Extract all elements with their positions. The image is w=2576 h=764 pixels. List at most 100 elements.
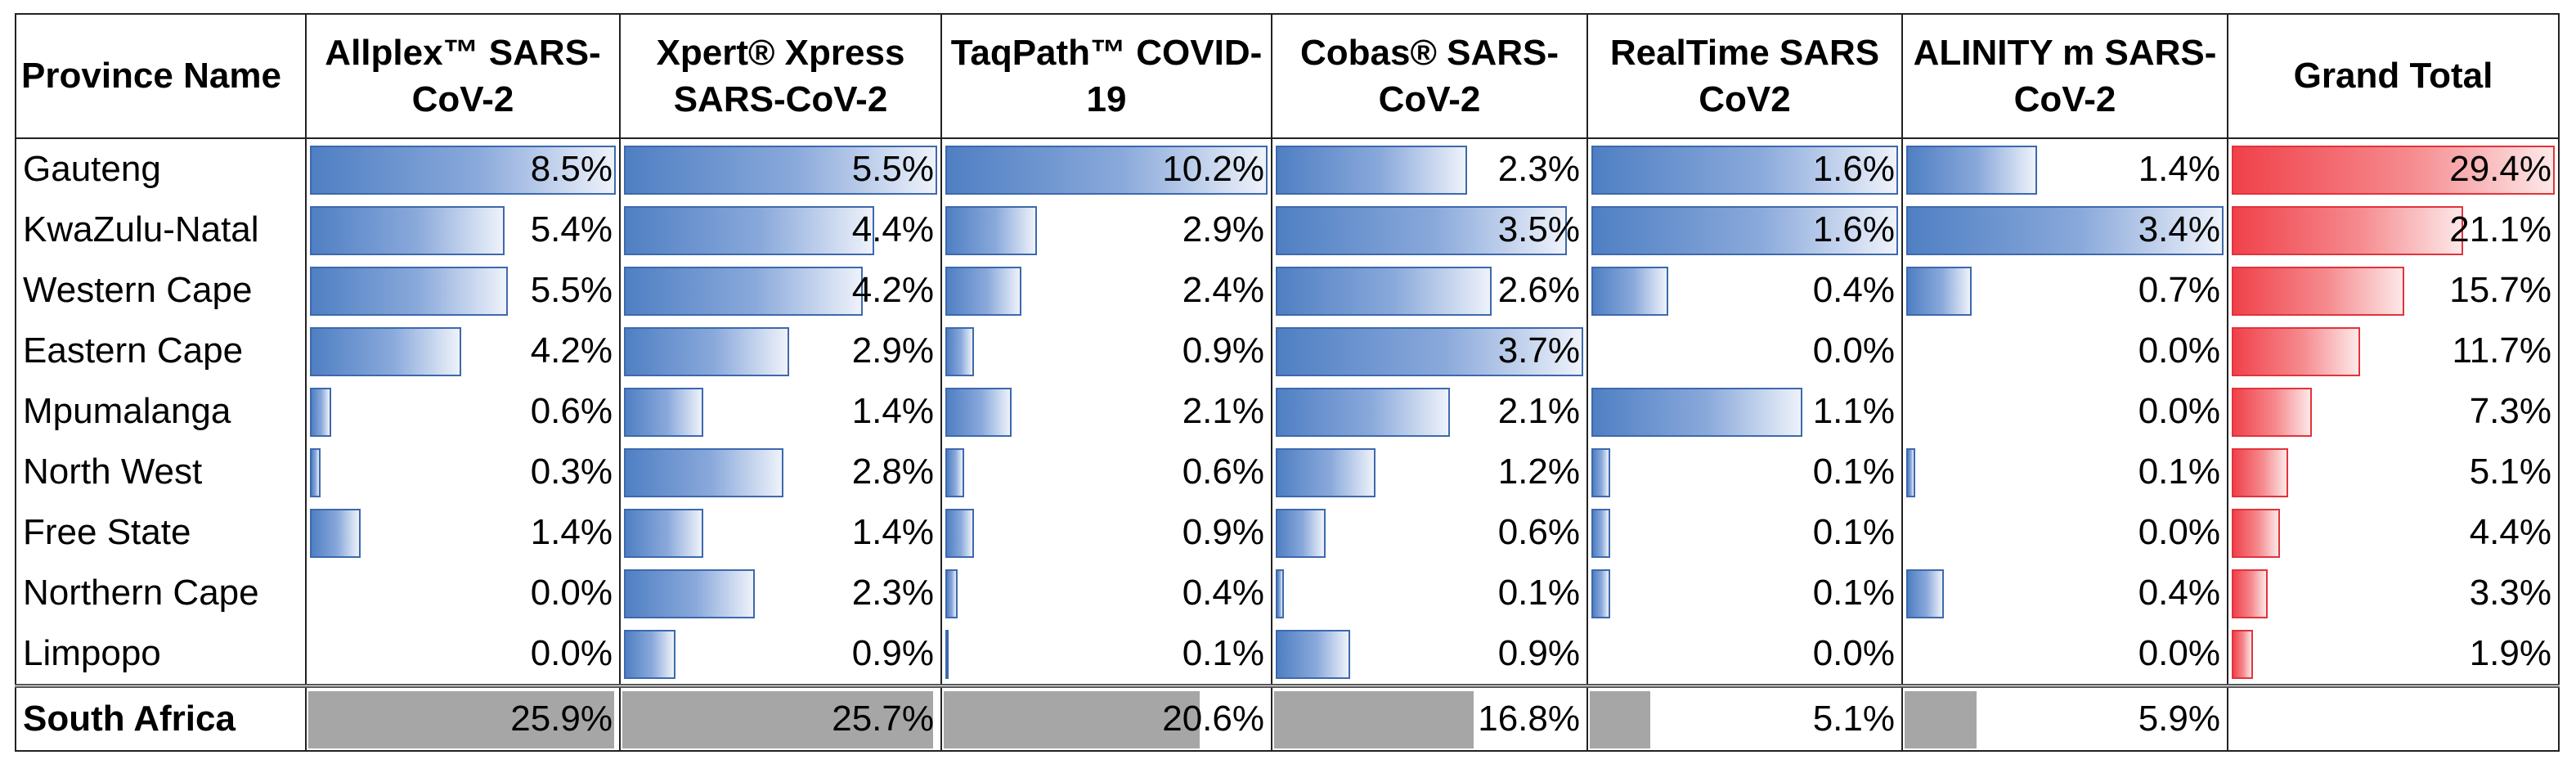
cell-kwazulu-natal-7: 21.1%: [2227, 200, 2560, 260]
cell-mpumalanga-7-label: 7.3%: [2469, 391, 2551, 431]
cell-limpopo-6: 0.0%: [1901, 623, 2228, 687]
cell-mpumalanga-1: 0.6%: [305, 381, 621, 442]
cell-north-west-2: 2.8%: [619, 442, 942, 502]
cell-eastern-cape-4: 3.7%: [1271, 321, 1588, 381]
cell-kwazulu-natal-6-bar: [1906, 206, 2224, 255]
total-cell-3-bar: [944, 691, 1200, 748]
table-row: Eastern Cape 4.2% 2.9% 0.9% 3.7% 0.0% 0.0% 11.7…: [15, 321, 2560, 381]
cell-free-state-2: 1.4%: [619, 502, 942, 563]
cell-limpopo-2-label: 0.9%: [851, 633, 934, 673]
total-cell-6-bar: [1905, 691, 1977, 748]
total-cell-5-bar: [1590, 691, 1650, 748]
province-name: Free State: [15, 502, 307, 563]
cell-kwazulu-natal-5-bar: [1591, 206, 1898, 255]
cell-western-cape-5-bar: [1591, 267, 1668, 316]
cell-limpopo-4-label: 0.9%: [1497, 633, 1580, 673]
total-cell-4: 16.8%: [1271, 684, 1588, 752]
cell-limpopo-5: 0.0%: [1586, 623, 1903, 687]
cell-limpopo-7-label: 1.9%: [2469, 633, 2551, 673]
cell-eastern-cape-2-bar: [624, 327, 789, 376]
cell-gauteng-6-label: 1.4%: [2138, 149, 2220, 189]
cell-eastern-cape-2: 2.9%: [619, 321, 942, 381]
column-header-province-name: Province Name: [15, 13, 307, 139]
column-header-taqpath-covid-19: TaqPath™ COVID-19: [940, 13, 1272, 139]
cell-northern-cape-1: 0.0%: [305, 563, 621, 623]
cell-limpopo-4-bar: [1276, 630, 1351, 679]
provinces-assay-table: Province Name Allplex™ SARS-CoV-2 Xpert® X…: [15, 13, 2560, 752]
cell-free-state-1-label: 1.4%: [530, 512, 613, 552]
cell-mpumalanga-6-label: 0.0%: [2138, 391, 2220, 431]
cell-eastern-cape-7-label: 11.7%: [2452, 330, 2552, 371]
cell-north-west-7-label: 5.1%: [2469, 452, 2551, 492]
cell-mpumalanga-4-bar: [1276, 388, 1451, 437]
cell-north-west-1-bar: [310, 448, 321, 497]
cell-eastern-cape-1: 4.2%: [305, 321, 621, 381]
cell-kwazulu-natal-4: 3.5%: [1271, 200, 1588, 260]
cell-gauteng-3-bar: [945, 146, 1268, 195]
cell-gauteng-7-bar: [2232, 146, 2555, 195]
cell-eastern-cape-5: 0.0%: [1586, 321, 1903, 381]
cell-free-state-5-bar: [1591, 509, 1611, 558]
cell-northern-cape-7: 3.3%: [2227, 563, 2560, 623]
cell-eastern-cape-1-bar: [310, 327, 461, 376]
column-header-realtime-sars-cov2: RealTime SARS CoV2: [1586, 13, 1903, 139]
cell-north-west-4-label: 1.2%: [1497, 452, 1580, 492]
cell-gauteng-4-bar: [1276, 146, 1467, 195]
cell-western-cape-4-bar: [1276, 267, 1492, 316]
cell-kwazulu-natal-1-bar: [310, 206, 505, 255]
cell-gauteng-5-label: 1.6%: [1812, 149, 1895, 189]
cell-eastern-cape-3-label: 0.9%: [1182, 330, 1264, 371]
cell-kwazulu-natal-4-label: 3.5%: [1497, 209, 1580, 249]
cell-eastern-cape-2-label: 2.9%: [851, 330, 934, 371]
cell-northern-cape-6-label: 0.4%: [2138, 573, 2220, 613]
cell-eastern-cape-5-label: 0.0%: [1812, 330, 1895, 371]
cell-kwazulu-natal-1-label: 5.4%: [530, 209, 613, 249]
cell-eastern-cape-6-label: 0.0%: [2138, 330, 2220, 371]
cell-limpopo-6-label: 0.0%: [2138, 633, 2220, 673]
cell-western-cape-1-label: 5.5%: [530, 270, 613, 310]
cell-kwazulu-natal-4-bar: [1276, 206, 1567, 255]
cell-north-west-7: 5.1%: [2227, 442, 2560, 502]
total-row-name: South Africa: [15, 684, 307, 752]
province-name: Eastern Cape: [15, 321, 307, 381]
cell-kwazulu-natal-2-bar: [624, 206, 875, 255]
cell-north-west-2-label: 2.8%: [851, 452, 934, 492]
cell-north-west-1-label: 0.3%: [530, 452, 613, 492]
cell-western-cape-4: 2.6%: [1271, 260, 1588, 321]
cell-free-state-1: 1.4%: [305, 502, 621, 563]
cell-mpumalanga-2-bar: [624, 388, 704, 437]
cell-kwazulu-natal-2: 4.4%: [619, 200, 942, 260]
cell-free-state-6: 0.0%: [1901, 502, 2228, 563]
table-row: Northern Cape 0.0% 2.3% 0.4% 0.1% 0.1% 0.4% 3.3…: [15, 563, 2560, 623]
cell-gauteng-3: 10.2%: [940, 137, 1272, 200]
cell-eastern-cape-6: 0.0%: [1901, 321, 2228, 381]
cell-limpopo-7: 1.9%: [2227, 623, 2560, 687]
cell-eastern-cape-7: 11.7%: [2227, 321, 2560, 381]
cell-free-state-5: 0.1%: [1586, 502, 1903, 563]
total-cell-1: 25.9%: [305, 684, 621, 752]
cell-kwazulu-natal-5: 1.6%: [1586, 200, 1903, 260]
cell-mpumalanga-2-label: 1.4%: [851, 391, 934, 431]
cell-western-cape-3: 2.4%: [940, 260, 1272, 321]
cell-kwazulu-natal-3-label: 2.9%: [1182, 209, 1264, 249]
cell-eastern-cape-3-bar: [945, 327, 974, 376]
total-cell-6: 5.9%: [1901, 684, 2228, 752]
table-row: Free State 1.4% 1.4% 0.9% 0.6% 0.1% 0.0% 4.4%: [15, 502, 2560, 563]
cell-north-west-1: 0.3%: [305, 442, 621, 502]
cell-limpopo-1-label: 0.0%: [530, 633, 613, 673]
total-cell-4-bar: [1274, 691, 1474, 748]
cell-north-west-3-bar: [945, 448, 965, 497]
cell-mpumalanga-5-label: 1.1%: [1812, 391, 1895, 431]
cell-western-cape-7: 15.7%: [2227, 260, 2560, 321]
south-africa-row: South Africa 25.9% 25.7% 20.6% 16.8% 5.1% 5.9%: [15, 684, 2560, 752]
province-name: Gauteng: [15, 137, 307, 200]
cell-gauteng-7-label: 29.4%: [2449, 149, 2551, 189]
cell-limpopo-1: 0.0%: [305, 623, 621, 687]
cell-northern-cape-4-bar: [1276, 569, 1285, 618]
cell-northern-cape-6: 0.4%: [1901, 563, 2228, 623]
cell-mpumalanga-3-label: 2.1%: [1182, 391, 1264, 431]
cell-kwazulu-natal-7-bar: [2232, 206, 2464, 255]
cell-eastern-cape-4-label: 3.7%: [1497, 330, 1580, 371]
cell-northern-cape-3: 0.4%: [940, 563, 1272, 623]
cell-mpumalanga-7: 7.3%: [2227, 381, 2560, 442]
